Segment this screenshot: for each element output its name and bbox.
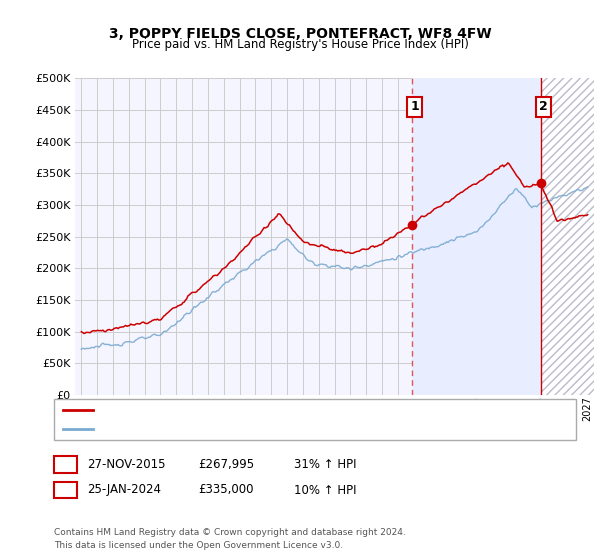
Bar <box>412 78 541 395</box>
Text: HPI: Average price, detached house, Wakefield: HPI: Average price, detached house, Wake… <box>99 424 343 433</box>
Text: 3, POPPY FIELDS CLOSE, PONTEFRACT, WF8 4FW (detached house): 3, POPPY FIELDS CLOSE, PONTEFRACT, WF8 4… <box>99 405 447 415</box>
Text: 3, POPPY FIELDS CLOSE, PONTEFRACT, WF8 4FW: 3, POPPY FIELDS CLOSE, PONTEFRACT, WF8 4… <box>109 27 491 41</box>
Text: 27-NOV-2015: 27-NOV-2015 <box>87 458 166 472</box>
Text: 25-JAN-2024: 25-JAN-2024 <box>87 483 161 497</box>
Text: 2: 2 <box>539 100 548 113</box>
Text: £267,995: £267,995 <box>198 458 254 472</box>
Text: Contains HM Land Registry data © Crown copyright and database right 2024.
This d: Contains HM Land Registry data © Crown c… <box>54 529 406 550</box>
Bar <box>541 78 596 395</box>
Text: Price paid vs. HM Land Registry's House Price Index (HPI): Price paid vs. HM Land Registry's House … <box>131 38 469 52</box>
Text: 10% ↑ HPI: 10% ↑ HPI <box>294 483 356 497</box>
Text: 1: 1 <box>410 100 419 113</box>
Text: 1: 1 <box>61 458 70 472</box>
Text: £335,000: £335,000 <box>198 483 253 497</box>
Text: 31% ↑ HPI: 31% ↑ HPI <box>294 458 356 472</box>
Text: 2: 2 <box>61 483 70 497</box>
